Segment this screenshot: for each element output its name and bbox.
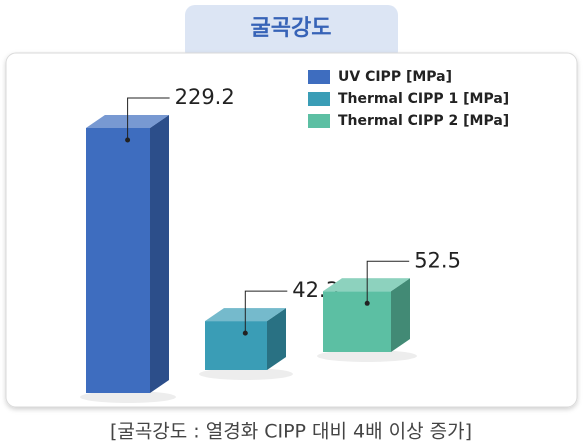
legend-swatch	[308, 70, 330, 84]
leader-line	[127, 97, 170, 140]
bar-side-shade	[267, 308, 286, 370]
title-tab	[185, 5, 398, 61]
bar-front	[86, 128, 150, 393]
bar-side	[267, 308, 286, 370]
bar-side	[150, 115, 169, 393]
value-label: 229.2	[175, 85, 235, 109]
legend-swatch	[308, 92, 330, 106]
bar-front	[205, 321, 267, 370]
bar-shadow	[80, 391, 176, 403]
legend-swatch	[308, 114, 330, 128]
caption: [굴곡강도 : 열경화 CIPP 대비 4배 이상 증가]	[110, 421, 472, 443]
leader-line	[366, 260, 410, 304]
legend-label: UV CIPP [MPa]	[338, 69, 452, 85]
legend-label: Thermal CIPP 1 [MPa]	[338, 91, 509, 107]
bar-top	[323, 278, 410, 292]
bar-shadow	[199, 368, 293, 380]
bar-shadow	[317, 350, 417, 362]
bar-front	[323, 291, 391, 352]
value-label: 52.5	[414, 248, 461, 272]
bar-top-shade	[323, 278, 410, 292]
leader-line	[244, 290, 288, 334]
bar-side	[391, 278, 410, 352]
legend-label: Thermal CIPP 2 [MPa]	[338, 113, 509, 129]
bar-side-shade	[150, 115, 169, 393]
bar-side-shade	[391, 278, 410, 352]
chart-title: 굴곡강도	[251, 16, 332, 41]
